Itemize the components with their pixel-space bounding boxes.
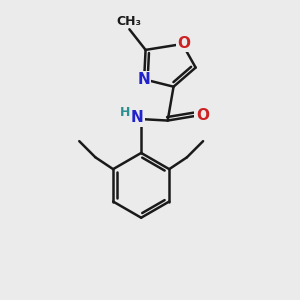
Text: N: N	[137, 72, 150, 87]
Text: CH₃: CH₃	[116, 14, 141, 28]
Text: O: O	[177, 36, 190, 51]
Text: H: H	[120, 106, 130, 119]
Text: N: N	[130, 110, 143, 125]
Text: O: O	[196, 108, 209, 123]
